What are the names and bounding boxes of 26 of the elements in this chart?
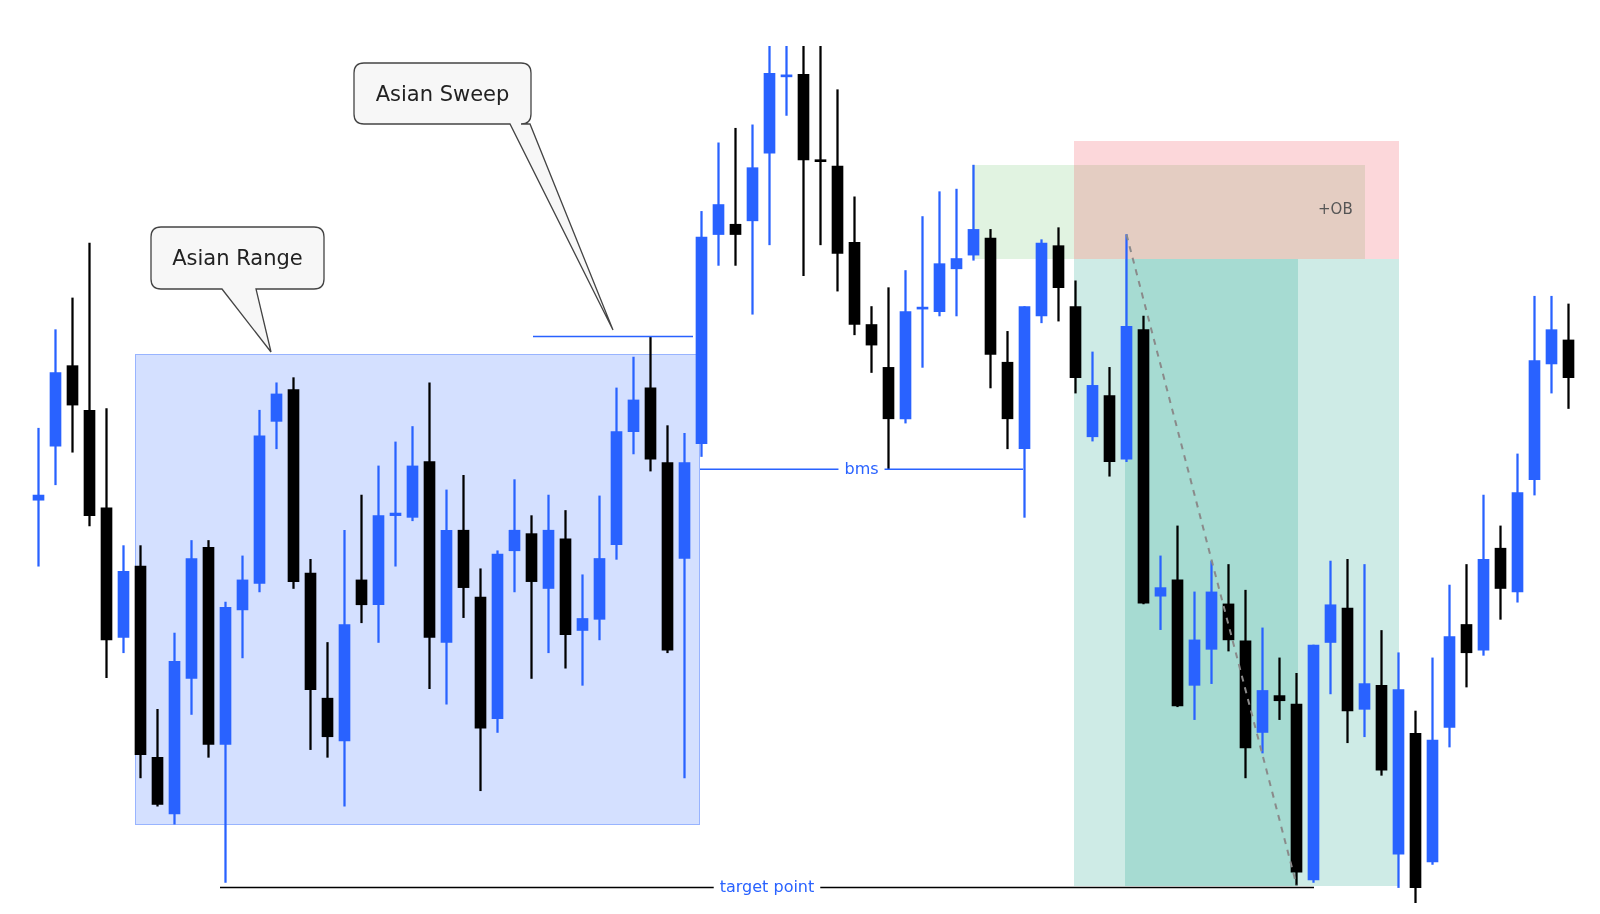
annotation: +OB (1318, 200, 1353, 218)
candlestick (32, 427, 45, 567)
candlestick (967, 164, 980, 261)
candlestick (1358, 564, 1371, 738)
candlestick (236, 555, 249, 659)
candlestick (865, 306, 878, 373)
candlestick (525, 515, 538, 679)
ref-line-label: target point (719, 876, 815, 896)
candlestick (66, 297, 79, 453)
candlestick (729, 127, 742, 266)
candlestick (814, 46, 827, 246)
ref-line-label: bms (844, 458, 879, 478)
annotation: Asian Sweep (374, 80, 511, 108)
annotation: Asian Range (171, 245, 304, 272)
candlestick (576, 574, 589, 686)
candlestick (355, 494, 368, 624)
candlestick (1154, 555, 1167, 630)
candlestick (1324, 560, 1337, 695)
candlestick (712, 142, 725, 266)
candlestick (678, 433, 691, 779)
candlestick (950, 188, 963, 317)
candlestick (1273, 657, 1286, 720)
candlestick (882, 287, 895, 470)
candlestick (508, 479, 521, 593)
candlestick (746, 124, 759, 315)
candlestick (1460, 564, 1473, 688)
